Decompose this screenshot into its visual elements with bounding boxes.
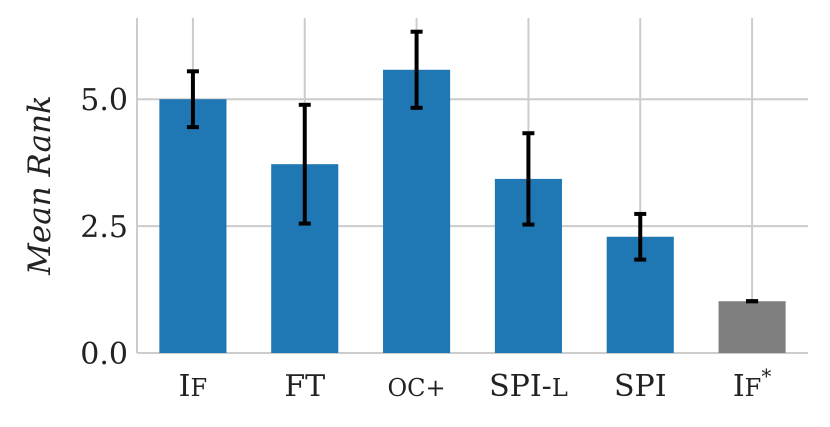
error-bar bbox=[410, 29, 423, 110]
bars bbox=[159, 69, 786, 353]
error-bar bbox=[298, 102, 311, 226]
x-tick-label: IF bbox=[179, 369, 208, 404]
error-bar bbox=[186, 69, 199, 130]
error-bars bbox=[186, 29, 759, 304]
error-bar bbox=[634, 211, 647, 262]
bar-if- bbox=[718, 301, 786, 353]
x-ticks: IF FT OC+ SPI-L SPI IF* bbox=[179, 364, 772, 404]
y-tick-label: 2.5 bbox=[80, 210, 128, 245]
error-bar bbox=[522, 131, 535, 227]
grid bbox=[136, 18, 808, 354]
bar-oc- bbox=[383, 69, 451, 353]
x-tick-label: OC+ bbox=[388, 374, 446, 402]
y-tick-label: 5.0 bbox=[80, 83, 128, 118]
x-tick-label: IF* bbox=[733, 364, 772, 404]
y-tick-label: 0.0 bbox=[80, 337, 128, 372]
y-ticks: 0.0 2.5 5.0 bbox=[80, 83, 128, 372]
x-tick-label: FT bbox=[284, 369, 325, 404]
x-tick-label: SPI-L bbox=[489, 369, 568, 404]
bar-if bbox=[159, 99, 227, 353]
y-axis-label: Mean Rank bbox=[22, 95, 58, 276]
x-tick-label: SPI bbox=[614, 369, 667, 404]
